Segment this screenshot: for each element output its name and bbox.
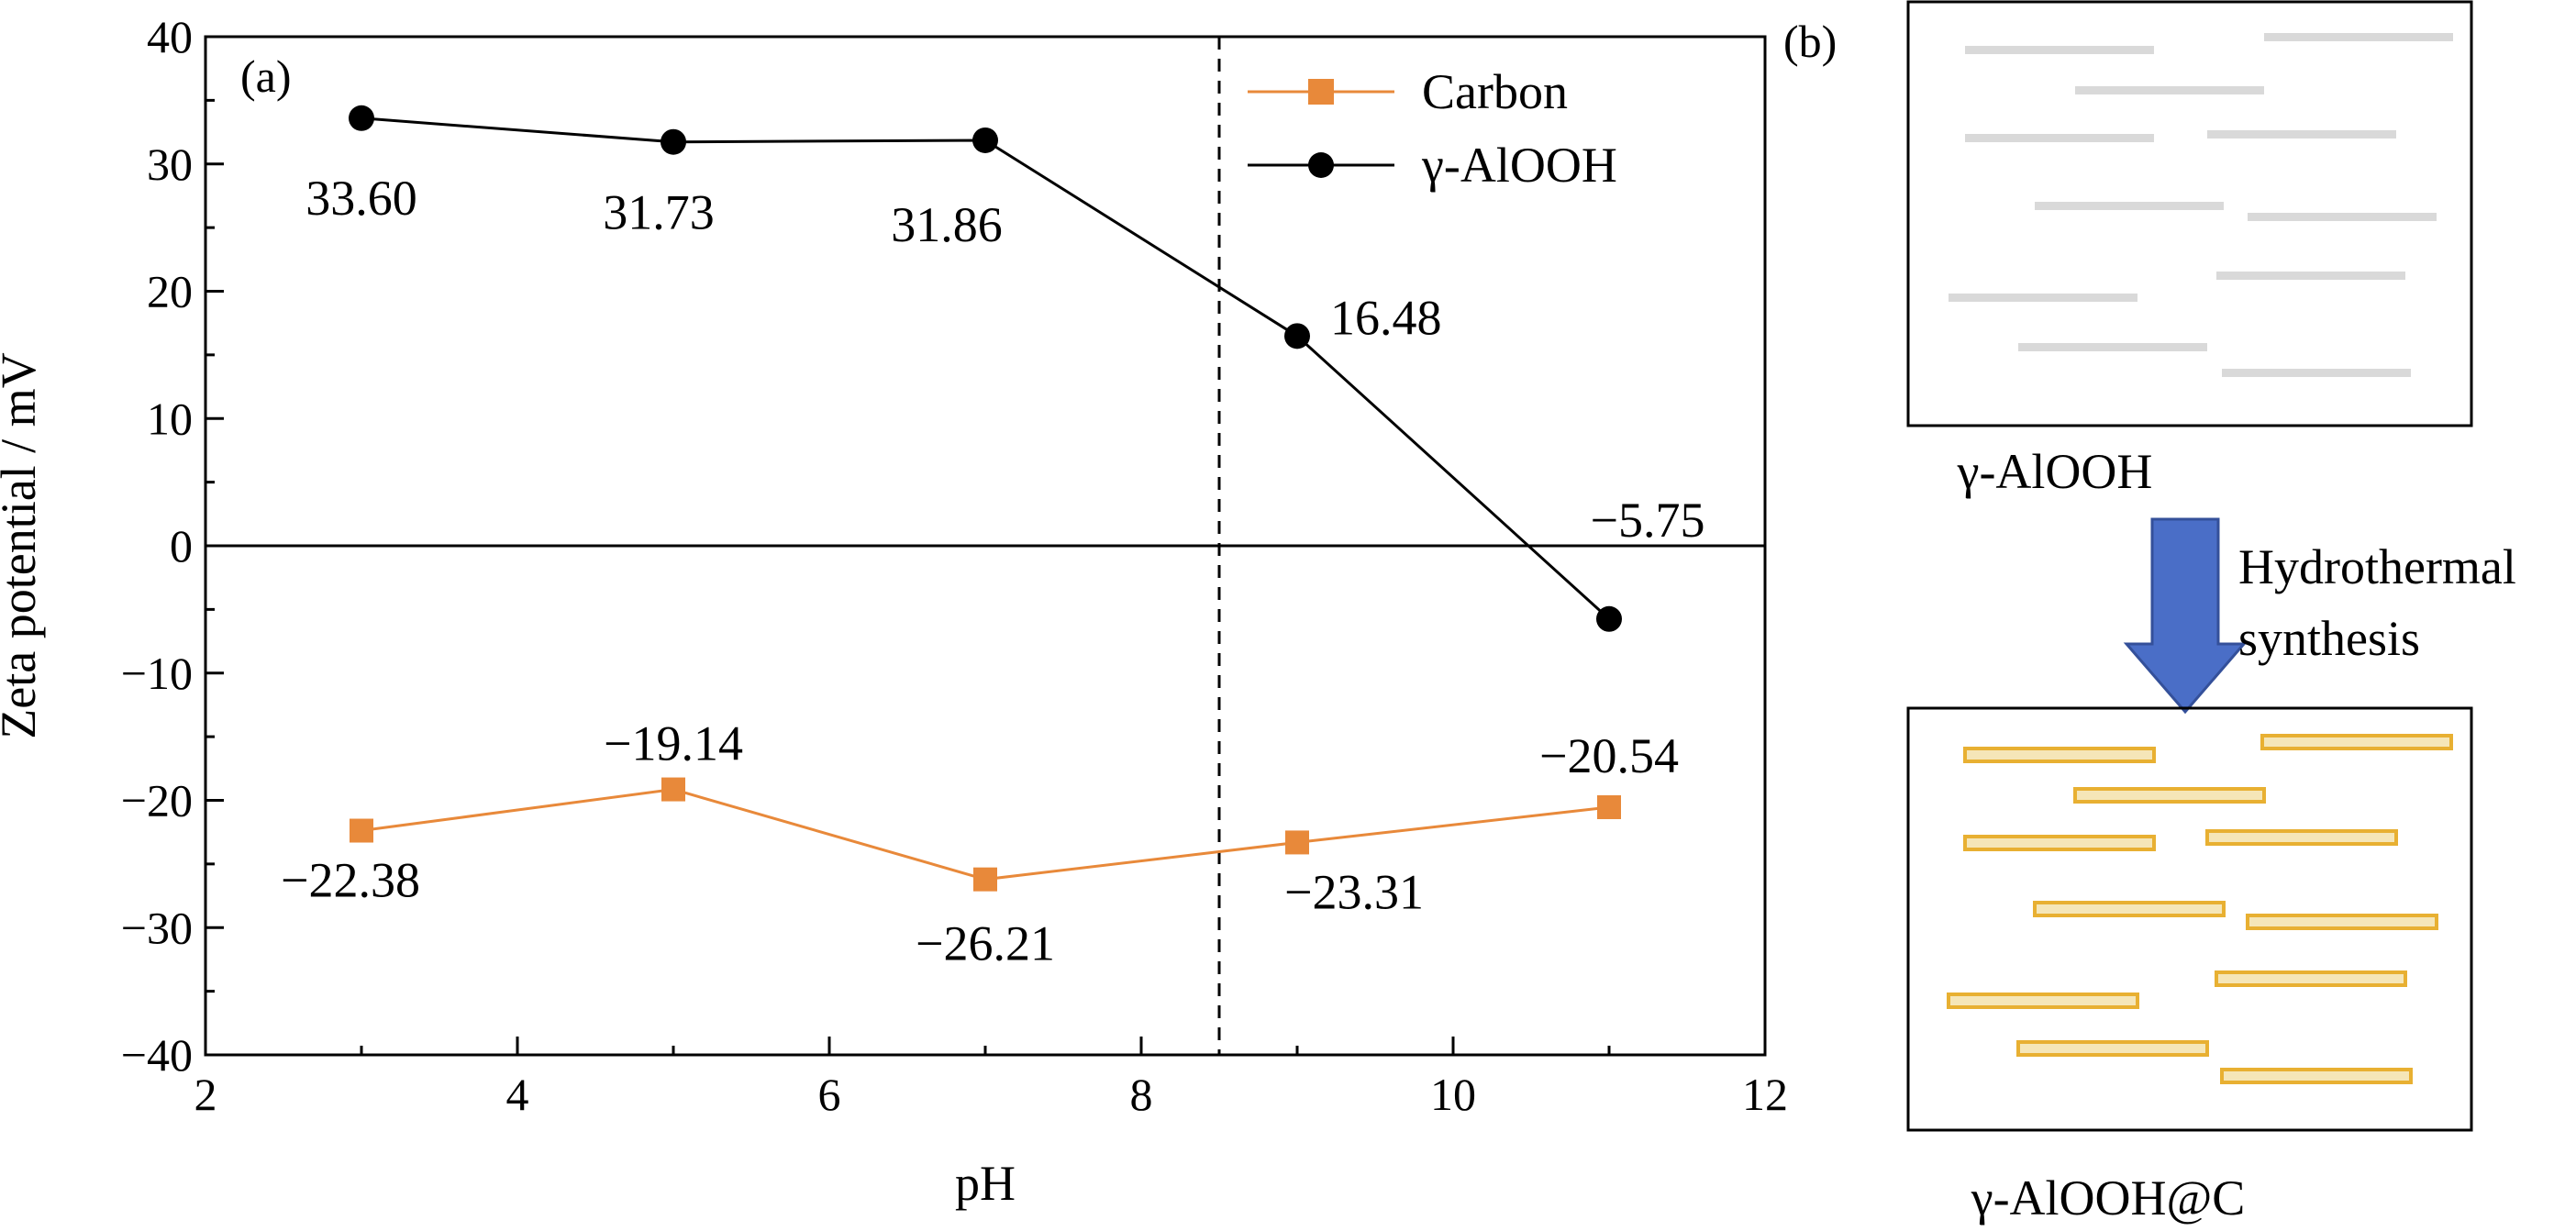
y-tick-label: −40 [121, 1029, 193, 1081]
carbon-point [350, 818, 373, 843]
legend: Carbon γ-AlOOH [1248, 64, 1617, 193]
panel-a-label: (a) [240, 50, 292, 102]
coated-nanorod [1963, 747, 2156, 763]
data-label: −26.21 [916, 916, 1055, 971]
data-label: 31.86 [891, 197, 1003, 252]
x-tick-label: 8 [1130, 1069, 1153, 1120]
alooh-point [972, 127, 998, 153]
y-axis-label: Zeta potential / mV [0, 352, 46, 738]
coated-nanorod [1963, 835, 2156, 851]
alooh-point [349, 105, 374, 131]
nanorod [1965, 46, 2154, 54]
coated-nanorod [2246, 914, 2438, 930]
y-tick-label: 20 [147, 266, 193, 317]
carbon-point [1597, 794, 1621, 819]
down-arrow-icon [2123, 517, 2248, 715]
nanorod [1949, 294, 2137, 302]
nanorod [2018, 343, 2207, 351]
x-axis-label: pH [955, 1156, 1016, 1211]
x-tick-label: 2 [194, 1069, 217, 1120]
data-label: −5.75 [1591, 493, 1705, 548]
data-label: −19.14 [604, 716, 743, 771]
legend-carbon-marker [1308, 79, 1334, 105]
data-label-layer: −22.38 −19.14 −26.21 −23.31 −20.54 33.60 31.73… [281, 171, 1704, 971]
legend-alooh-label: γ-AlOOH [1421, 138, 1617, 193]
x-axis-ticks: 2 4 6 8 10 12 [194, 1037, 1788, 1120]
y-tick-label: 0 [170, 520, 193, 571]
data-label: 16.48 [1330, 290, 1442, 345]
nanorod [1965, 134, 2154, 142]
data-label: 33.60 [305, 171, 417, 226]
coated-nanorod [2260, 734, 2453, 750]
arrow-label-line1: Hydrothermal [2238, 539, 2516, 594]
data-label: 31.73 [603, 185, 715, 240]
data-label: −23.31 [1284, 864, 1424, 919]
nanorod [2222, 369, 2411, 377]
nanorod [2035, 202, 2224, 210]
data-label: −20.54 [1539, 728, 1679, 783]
x-tick-label: 12 [1742, 1069, 1788, 1120]
y-tick-label: 10 [147, 393, 193, 444]
coated-nanorod [2205, 829, 2398, 846]
y-tick-label: −10 [121, 648, 193, 699]
panel-b-label: (b) [1783, 16, 1837, 67]
x-tick-label: 6 [818, 1069, 841, 1120]
coated-nanorod [2215, 970, 2407, 987]
alooh-point [661, 128, 686, 155]
alooh-point [1284, 323, 1310, 349]
legend-carbon-label: Carbon [1422, 64, 1568, 119]
alooh-box [1906, 0, 2473, 427]
coated-nanorod [1947, 993, 2139, 1009]
y-tick-label: −30 [121, 902, 193, 953]
legend-alooh-marker [1308, 152, 1334, 178]
carbon-point [661, 777, 685, 802]
alooh-point [1596, 605, 1622, 632]
alooh-nanorods [1949, 33, 2453, 377]
coated-nanorod [2016, 1040, 2209, 1057]
y-tick-label: −20 [121, 775, 193, 826]
y-axis-ticks: 40 30 20 10 0 −10 −20 −30 −40 [121, 11, 224, 1081]
nanorod [2248, 213, 2437, 221]
coated-nanorods [1947, 734, 2453, 1084]
coated-nanorod [2073, 787, 2266, 804]
alooh-c-label: γ-AlOOH@C [1971, 1170, 2246, 1225]
nanorod [2216, 272, 2405, 280]
y-tick-label: 30 [147, 139, 193, 190]
carbon-point [1285, 830, 1309, 855]
nanorod [2264, 33, 2453, 41]
carbon-point [973, 867, 997, 892]
y-tick-label: 40 [147, 11, 193, 62]
x-tick-label: 4 [506, 1069, 529, 1120]
coated-nanorod [2220, 1068, 2413, 1084]
arrow-label-line2: synthesis [2238, 611, 2420, 666]
nanorod [2207, 130, 2396, 139]
alooh-label: γ-AlOOH [1957, 444, 2153, 499]
nanorod [2075, 86, 2264, 94]
x-tick-label: 10 [1430, 1069, 1476, 1120]
series-layer [349, 105, 1622, 892]
data-label: −22.38 [281, 853, 420, 908]
series-line-1 [361, 116, 1611, 620]
alooh-c-box [1906, 706, 2473, 1132]
coated-nanorod [2033, 901, 2226, 917]
